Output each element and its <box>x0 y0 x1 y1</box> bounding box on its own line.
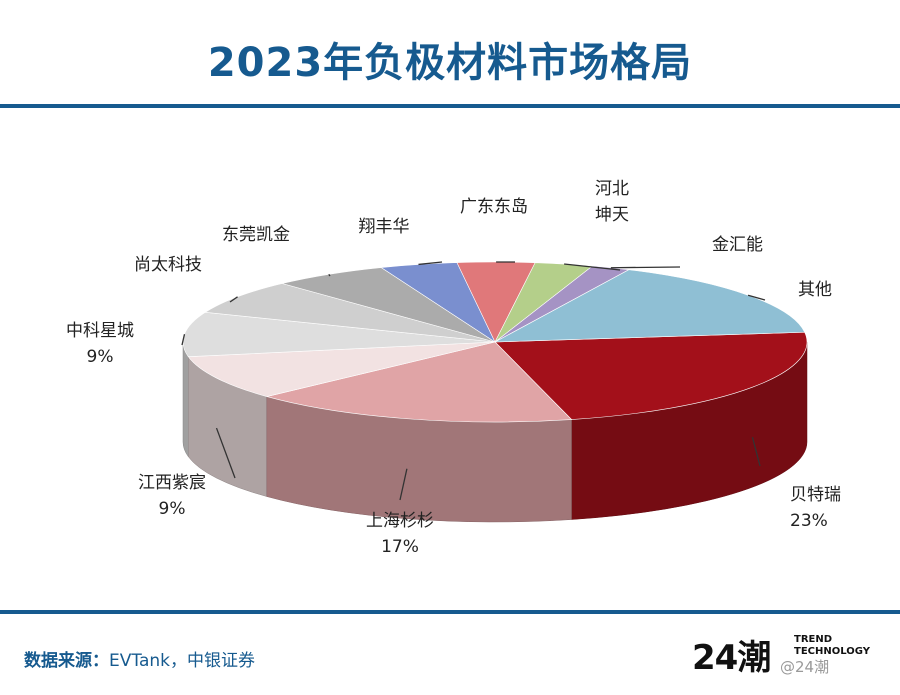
slice-4e0a6d7767496749-leader <box>399 468 408 501</box>
leader-line-layer <box>181 261 766 501</box>
slice-5c1a592a79d16280-leader <box>229 296 238 303</box>
slice-51764ed6-leader <box>747 294 766 301</box>
source-note: 数据来源：EVTank，中银证券 <box>24 646 255 671</box>
brand-line-2: TECHNOLOGY <box>794 646 870 657</box>
pie-side-layer <box>182 341 808 523</box>
slice-6c5f897f7d2b5bb8-label: 江西紫宸 9% <box>138 473 206 519</box>
slice-6cb3531757645929-leader <box>564 263 621 271</box>
slice-51764ed6-label: 其他 <box>798 280 832 300</box>
slice-7fd44e30534e-label: 翔丰华 <box>359 217 410 237</box>
slice-4e2d79d1661f57ce-leader <box>181 334 186 346</box>
slice-91d16c4780fd-label: 金汇能 <box>712 235 763 255</box>
chart-title: 2023年负极材料市场格局 <box>207 40 693 86</box>
slice-8d1d7279745e-leader <box>751 437 761 467</box>
bottom-divider <box>0 610 900 614</box>
slice-4e2d79d1661f57ce-label: 中科星城 9% <box>66 321 134 367</box>
slice-51764ed6 <box>494 269 806 343</box>
slice-91d16c4780fd-leader <box>610 266 681 269</box>
slice-6cb3531757645929-label: 河北坤天 <box>595 179 629 225</box>
slice-5c1a592a79d16280-label: 尚太科技 <box>134 255 202 275</box>
slice-4e0a6d7767496749-label: 上海杉杉 17% <box>366 511 434 557</box>
pie-top-layer <box>182 261 808 423</box>
brand-logo: 24潮 TREND TECHNOLOGY <box>692 630 892 680</box>
slice-4e1c839e51ef91d1-leader <box>328 273 331 277</box>
source-text: EVTank，中银证券 <box>109 651 255 671</box>
slice-7fd44e30534e-leader <box>418 261 443 266</box>
slice-4e0a6d7767496749 <box>266 341 573 423</box>
slice-5e7f4e1c4e1c5c9b-label: 广东东岛 <box>460 197 528 217</box>
slice-8d1d7279745e-label: 贝特瑞 23% <box>790 485 841 531</box>
slice-4e2d79d1661f57ce-side <box>182 341 189 458</box>
source-label: 数据来源： <box>24 651 109 671</box>
slice-8d1d7279745e <box>494 331 808 420</box>
top-divider <box>0 104 900 108</box>
slice-6c5f897f7d2b5bb8 <box>187 341 496 397</box>
brand-mark: 24潮 <box>692 638 771 678</box>
slice-6c5f897f7d2b5bb8-leader <box>215 427 236 479</box>
brand-line-1: TREND <box>794 634 833 645</box>
watermark: @24潮 <box>780 658 830 676</box>
slice-4e1c839e51ef91d1-label: 东莞凯金 <box>222 225 290 245</box>
